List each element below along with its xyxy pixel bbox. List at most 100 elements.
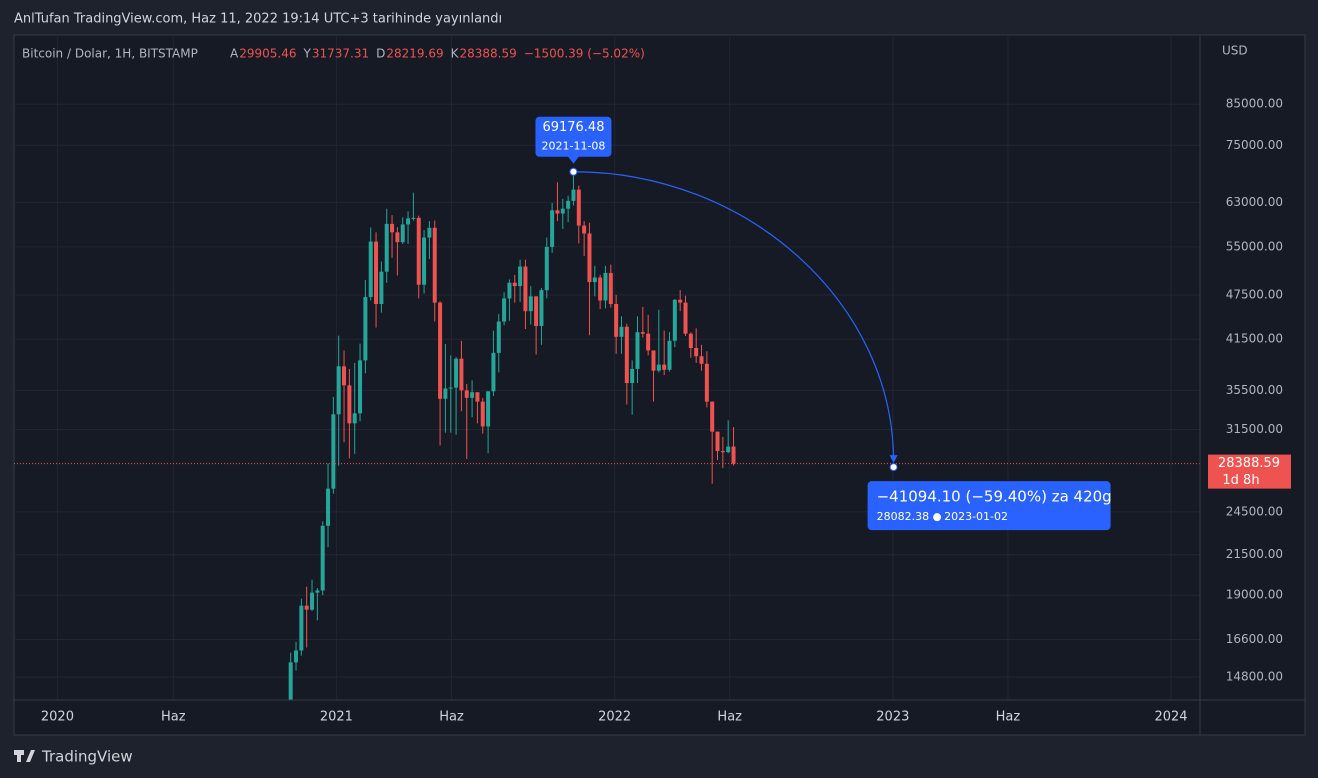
legend-letter: K — [451, 47, 460, 61]
candle-body — [560, 208, 565, 214]
candle-body — [379, 271, 384, 305]
candle-body — [614, 304, 619, 337]
candle-body — [411, 217, 416, 219]
candle-body — [662, 364, 667, 370]
candle-body — [592, 277, 597, 283]
plot-area — [14, 35, 1200, 700]
candle-body — [544, 246, 549, 291]
legend-value: 29905.46 — [239, 47, 296, 61]
candle-body — [587, 233, 592, 283]
countdown-label: 1d 8h — [1222, 473, 1259, 488]
currency-label: USD — [1222, 44, 1248, 58]
candle-body — [555, 210, 560, 214]
y-tick-label: 19000.00 — [1226, 588, 1283, 602]
candle-body — [523, 266, 528, 312]
y-tick-label: 16600.00 — [1226, 632, 1283, 646]
candle-body — [491, 352, 496, 392]
annotation-end-date: 2023-01-02 — [944, 510, 1008, 523]
candle-body — [507, 282, 512, 299]
candle-body — [619, 326, 624, 337]
candle-body — [534, 296, 539, 327]
candle-body — [640, 332, 645, 334]
candle-body — [304, 605, 309, 610]
candle-body — [608, 272, 613, 305]
tv-logo — [14, 750, 35, 762]
candle-body — [374, 241, 379, 305]
annotation-arc — [573, 171, 895, 462]
candle-body — [715, 431, 720, 452]
last-price-box — [1208, 454, 1291, 489]
candle-body — [347, 385, 352, 424]
candle-body — [576, 189, 581, 226]
candle-body — [438, 302, 443, 399]
legend-value: 28388.59 — [459, 47, 516, 61]
candle-body — [512, 282, 517, 287]
candle-body — [432, 227, 437, 303]
candle-body — [646, 333, 651, 351]
candle-body — [550, 210, 555, 247]
candle-body — [651, 350, 656, 371]
legend-value: 28219.69 — [386, 47, 443, 61]
candle-body — [656, 364, 661, 371]
candle-body — [502, 298, 507, 322]
candle-body — [678, 299, 683, 303]
y-tick-label: 35500.00 — [1226, 383, 1283, 397]
legend-value: 31737.31 — [312, 47, 369, 61]
candle-body — [688, 333, 693, 348]
candle-body — [571, 189, 576, 201]
x-tick-label: 2020 — [41, 710, 74, 725]
x-tick-label: 2023 — [876, 710, 909, 725]
candle-body — [427, 227, 432, 238]
candle-body — [672, 299, 677, 341]
candle-body — [299, 605, 304, 651]
candle-body — [336, 366, 341, 415]
annotation-start — [569, 167, 578, 176]
candle-body — [470, 392, 475, 398]
candle-body — [406, 218, 411, 225]
candle-body — [603, 272, 608, 301]
candle-body — [454, 358, 459, 388]
symbol-label: Bitcoin / Dolar, 1H, BITSTAMP — [22, 47, 198, 61]
x-tick-label: 2021 — [320, 710, 353, 725]
candle-body — [294, 650, 299, 663]
candle-body — [731, 446, 736, 464]
x-tick-label: 2024 — [1154, 710, 1187, 725]
candle-body — [720, 451, 725, 453]
y-tick-label: 24500.00 — [1226, 504, 1283, 518]
candle-body — [363, 297, 368, 361]
y-tick-label: 85000.00 — [1226, 97, 1283, 111]
candle-body — [635, 332, 640, 369]
candle-body — [683, 302, 688, 334]
y-tick-label: 31500.00 — [1226, 422, 1283, 436]
candle-body — [667, 340, 672, 370]
candle-body — [320, 525, 325, 591]
last-price-label: 28388.59 — [1218, 456, 1280, 471]
candle-body — [310, 592, 315, 610]
candle-body — [448, 387, 453, 389]
y-tick-label: 14800.00 — [1226, 670, 1283, 684]
candle-body — [726, 446, 731, 453]
candle-body — [699, 356, 704, 364]
candle-body — [464, 390, 469, 398]
candle-body — [326, 488, 331, 526]
y-tick-label: 55000.00 — [1226, 239, 1283, 253]
legend-change: −1500.39 (−5.02%) — [524, 47, 645, 61]
header-title: AnlTufan TradingView.com, Haz 11, 2022 1… — [14, 12, 502, 27]
annotation-start-price: 69176.48 — [542, 120, 604, 135]
candle-body — [480, 401, 485, 427]
y-tick-label: 75000.00 — [1226, 138, 1283, 152]
annotation-change: −41094.10 (−59.40%) za 420g — [877, 488, 1112, 506]
legend-letter: A — [230, 47, 239, 61]
candle-body — [315, 590, 320, 593]
candle-body — [443, 388, 448, 399]
candle-body — [400, 224, 405, 243]
y-tick-label: 41500.00 — [1226, 332, 1283, 346]
candle-body — [384, 223, 389, 272]
candle-body — [486, 391, 491, 427]
annotation-arrow — [889, 455, 898, 464]
candle-body — [358, 360, 363, 414]
candle-body — [352, 413, 357, 424]
candle-body — [694, 347, 699, 357]
candle-body — [539, 290, 544, 327]
candle-body — [528, 296, 533, 312]
